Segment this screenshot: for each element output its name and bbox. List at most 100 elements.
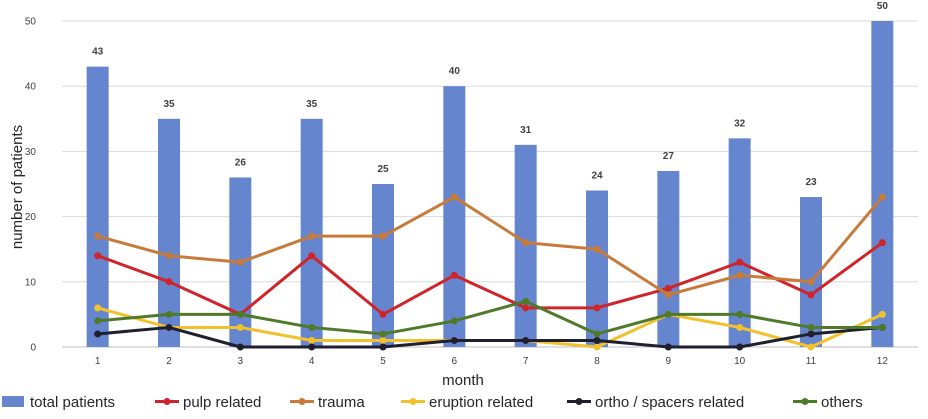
bar-8 bbox=[586, 190, 608, 347]
point-12 bbox=[878, 323, 886, 331]
y-tick-label: 30 bbox=[25, 147, 37, 158]
point-4 bbox=[308, 323, 316, 331]
point-5 bbox=[379, 310, 387, 318]
bar-data-label: 24 bbox=[591, 171, 603, 182]
point-3 bbox=[236, 258, 244, 266]
legend-item: eruption related bbox=[401, 394, 533, 411]
point-12 bbox=[878, 239, 886, 247]
bar-data-label: 43 bbox=[92, 47, 104, 58]
point-7 bbox=[522, 297, 530, 305]
point-1 bbox=[94, 232, 102, 240]
point-9 bbox=[664, 310, 672, 318]
point-12 bbox=[878, 193, 886, 201]
x-tick-label: 3 bbox=[238, 356, 244, 367]
point-11 bbox=[807, 291, 815, 299]
legend-item: trauma bbox=[290, 394, 365, 411]
bar-data-label: 31 bbox=[520, 125, 532, 136]
x-tick-label: 7 bbox=[523, 356, 529, 367]
point-3 bbox=[236, 310, 244, 318]
point-8 bbox=[593, 330, 601, 338]
point-2 bbox=[165, 278, 173, 286]
point-1 bbox=[94, 252, 102, 260]
bar-data-label: 27 bbox=[663, 151, 675, 162]
legend-label: others bbox=[821, 394, 863, 411]
y-axis-ticks: 0 10 20 30 40 50 bbox=[25, 17, 37, 354]
series-line bbox=[96, 299, 884, 336]
point-1 bbox=[94, 330, 102, 338]
legend-label: total patients bbox=[30, 394, 115, 411]
point-2 bbox=[165, 323, 173, 331]
bar-1 bbox=[86, 66, 109, 347]
point-9 bbox=[664, 284, 672, 292]
y-axis-title: number of patients bbox=[9, 125, 26, 249]
bar-data-label: 40 bbox=[449, 66, 461, 77]
point-10 bbox=[736, 343, 744, 351]
bar-6 bbox=[443, 86, 466, 347]
bar-11 bbox=[800, 197, 822, 347]
legend-marker bbox=[801, 398, 809, 405]
series-line bbox=[96, 195, 884, 297]
bar-9 bbox=[657, 170, 680, 347]
bar-data-label: 25 bbox=[377, 164, 389, 175]
point-6 bbox=[450, 271, 458, 279]
point-5 bbox=[379, 330, 387, 338]
x-tick-label: 12 bbox=[877, 356, 889, 367]
bar-2 bbox=[158, 118, 180, 347]
bar-data-label: 35 bbox=[306, 99, 318, 110]
point-4 bbox=[308, 343, 316, 351]
point-8 bbox=[593, 336, 601, 344]
legend-item: ortho / spacers related bbox=[567, 394, 744, 411]
legend-marker bbox=[409, 398, 417, 405]
bar-data-label: 35 bbox=[163, 99, 175, 110]
point-7 bbox=[522, 239, 530, 247]
legend-item: pulp related bbox=[155, 394, 261, 411]
point-2 bbox=[165, 252, 173, 260]
bar-data-label: 23 bbox=[805, 177, 817, 188]
legend-label: eruption related bbox=[429, 394, 533, 411]
x-tick-label: 5 bbox=[380, 356, 386, 367]
point-10 bbox=[736, 310, 744, 318]
point-6 bbox=[450, 336, 458, 344]
point-4 bbox=[308, 252, 316, 260]
point-6 bbox=[450, 317, 458, 325]
point-5 bbox=[379, 343, 387, 351]
point-9 bbox=[664, 343, 672, 351]
legend-swatch bbox=[2, 396, 24, 407]
point-4 bbox=[308, 232, 316, 240]
point-10 bbox=[736, 271, 744, 279]
y-tick-label: 40 bbox=[25, 82, 37, 93]
point-9 bbox=[664, 291, 672, 299]
bar-data-labels: 43 35 26 35 25 40 31 24 27 32 23 50 bbox=[92, 1, 888, 188]
point-5 bbox=[379, 232, 387, 240]
bar-data-label: 50 bbox=[877, 1, 889, 12]
legend-label: pulp related bbox=[183, 394, 261, 411]
legend-label: trauma bbox=[318, 394, 365, 411]
y-tick-label: 20 bbox=[25, 212, 37, 223]
point-3 bbox=[236, 323, 244, 331]
x-tick-label: 2 bbox=[166, 356, 172, 367]
line-series bbox=[94, 193, 886, 351]
y-tick-label: 0 bbox=[30, 343, 36, 354]
point-11 bbox=[807, 343, 815, 351]
y-tick-label: 50 bbox=[25, 17, 37, 28]
y-tick-label: 10 bbox=[25, 277, 37, 288]
bar-data-label: 26 bbox=[235, 157, 247, 168]
point-12 bbox=[878, 310, 886, 318]
point-4 bbox=[308, 336, 316, 344]
point-1 bbox=[94, 304, 102, 312]
point-6 bbox=[450, 193, 458, 201]
legend-label: ortho / spacers related bbox=[595, 394, 744, 411]
x-axis-title: month bbox=[442, 372, 484, 389]
series-line bbox=[96, 325, 884, 349]
x-tick-label: 4 bbox=[309, 356, 315, 367]
series-line bbox=[96, 241, 884, 316]
x-axis-ticks: 1 2 3 4 5 6 7 8 9 10 11 12 bbox=[95, 356, 888, 367]
x-tick-label: 1 bbox=[95, 356, 101, 367]
point-10 bbox=[736, 323, 744, 331]
bar-data-label: 32 bbox=[734, 118, 746, 129]
legend-item: total patients bbox=[2, 394, 115, 411]
point-10 bbox=[736, 258, 744, 266]
point-8 bbox=[593, 245, 601, 253]
point-8 bbox=[593, 304, 601, 312]
